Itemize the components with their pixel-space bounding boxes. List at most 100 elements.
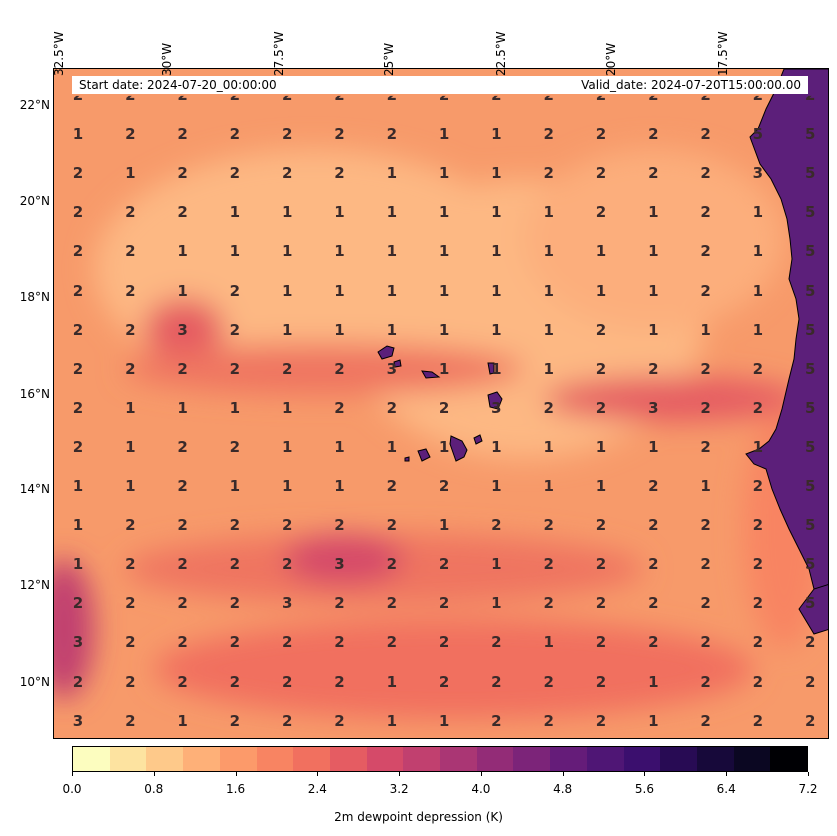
grid-value: 2 [595,320,607,339]
colorbar-tickmark [480,772,482,776]
grid-value: 1 [595,242,607,261]
grid-value: 2 [491,516,502,535]
grid-value: 2 [648,96,658,104]
grid-value: 2 [177,359,188,378]
grid-value: 3 [334,555,345,574]
colorbar-segment [293,747,330,771]
longitude-label: 22.5°W [494,31,508,76]
grid-value: 2 [386,594,398,613]
grid-value: 5 [804,516,816,535]
grid-value: 2 [334,516,345,535]
colorbar-segment [403,747,441,771]
grid-value: 1 [648,203,659,222]
grid-value: 1 [543,359,554,378]
grid-value: 2 [700,594,711,613]
grid-value: 2 [805,96,815,104]
colorbar-tickmark [562,772,564,776]
sal-island [487,362,495,375]
grid-value: 5 [804,242,816,261]
grid-value: 2 [229,594,241,613]
grid-value: 2 [125,320,136,339]
grid-value: 1 [491,594,502,613]
grid-value: 1 [648,437,659,456]
colorbar-tick-label: 1.6 [226,782,246,796]
grid-value: 2 [177,203,188,222]
start-date-label: Start date: 2024-07-20_00:00:00 [79,78,277,92]
grid-value: 2 [595,398,607,417]
grid-value: 2 [229,633,241,652]
grid-value: 2 [648,594,659,613]
grid-value: 2 [229,320,241,339]
grid-value: 1 [281,242,293,261]
grid-value: 5 [804,594,816,613]
grid-value: 1 [595,477,607,495]
high-depression-spot [144,299,224,359]
grid-value: 2 [72,320,84,339]
grid-value: 2 [700,633,711,652]
grid-value: 1 [177,398,188,417]
colorbar-segment [109,747,147,771]
grid-value: 2 [543,125,554,144]
colorbar-tick-label: 0.0 [62,782,82,796]
grid-value: 2 [804,672,816,691]
grid-value: 2 [125,516,136,535]
grid-value: 2 [752,633,764,652]
grid-value: 1 [229,242,241,261]
grid-value: 5 [804,281,816,300]
grid-value: 1 [438,711,450,730]
grid-value: 1 [72,555,84,574]
grid-value: 2 [543,164,554,183]
grid-value: 1 [543,633,554,652]
grid-value: 1 [438,516,450,535]
colorbar [72,746,808,772]
grid-value: 2 [334,125,345,144]
grid-value: 2 [177,96,187,104]
grid-value: 1 [281,437,293,456]
grid-value: 2 [386,125,398,144]
grid-value: 1 [595,437,607,456]
grid-value: 1 [700,477,711,495]
grid-value: 1 [125,164,136,183]
grid-value: 1 [386,320,398,339]
grid-value: 1 [491,477,502,495]
grid-value: 2 [595,164,607,183]
grid-value: 2 [700,203,711,222]
colorbar-segment [73,747,110,771]
grid-value: 1 [72,516,84,535]
colorbar-segment [660,747,697,771]
grid-value: 2 [595,203,607,222]
grid-value: 1 [752,320,764,339]
grid-value: 2 [648,633,659,652]
grid-value: 2 [229,437,241,456]
grid-value: 2 [438,477,450,495]
grid-value: 5 [804,203,816,222]
colorbar-tickmark [399,772,401,776]
grid-value: 5 [804,125,816,144]
santiago-island [449,435,468,462]
brava-island [404,456,410,462]
latitude-label: 18°N [19,290,50,304]
grid-value: 2 [491,96,501,104]
grid-value: 1 [334,281,345,300]
longitude-label: 17.5°W [716,31,730,76]
grid-value: 1 [125,398,136,417]
longitude-label: 32.5°W [52,31,66,76]
grid-value: 1 [334,242,345,261]
grid-value: 1 [543,320,554,339]
grid-value: 2 [281,555,293,574]
sao-vicente-island [393,359,402,368]
grid-value: 2 [282,96,292,104]
grid-value: 2 [438,633,450,652]
grid-value: 1 [281,320,293,339]
latitude-label: 22°N [19,98,50,112]
colorbar-tickmark [644,772,646,776]
grid-value: 2 [281,359,293,378]
grid-value: 2 [648,359,659,378]
grid-value: 2 [72,672,84,691]
colorbar-tickmark [317,772,319,776]
grid-value: 2 [334,633,345,652]
colorbar-segment [550,747,587,771]
grid-value: 2 [386,555,398,574]
grid-value: 2 [281,633,293,652]
grid-value: 1 [491,203,502,222]
